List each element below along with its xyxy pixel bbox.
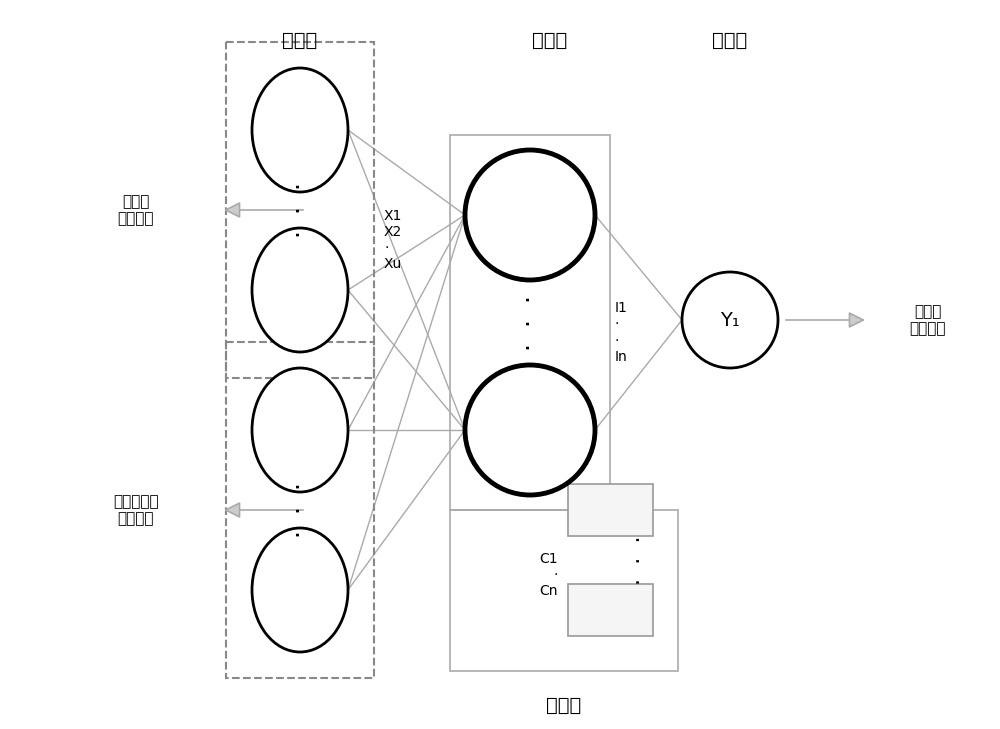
Circle shape xyxy=(465,365,595,495)
Bar xyxy=(568,584,652,636)
Bar xyxy=(226,42,374,378)
Text: 前一周光伏
发电功率: 前一周光伏 发电功率 xyxy=(113,494,159,526)
Ellipse shape xyxy=(252,368,348,492)
Bar xyxy=(450,135,610,510)
Text: ·  ·  ·: · · · xyxy=(288,182,312,238)
Text: ·  ·  ·: · · · xyxy=(630,535,650,585)
Text: Y₁: Y₁ xyxy=(720,311,740,330)
Bar xyxy=(568,484,652,536)
Text: 输出层: 输出层 xyxy=(712,31,748,50)
Bar xyxy=(450,510,678,671)
Ellipse shape xyxy=(252,68,348,192)
Bar xyxy=(226,342,374,678)
Text: 承接层: 承接层 xyxy=(546,696,581,715)
Text: 预测日
光伏功率: 预测日 光伏功率 xyxy=(910,304,946,336)
Text: 隐含层: 隐含层 xyxy=(532,31,568,50)
Text: X1
X2
·
Xu: X1 X2 · Xu xyxy=(384,208,402,271)
Ellipse shape xyxy=(252,528,348,652)
Text: ·  ·  ·: · · · xyxy=(518,295,542,351)
Circle shape xyxy=(465,150,595,280)
Circle shape xyxy=(682,272,778,368)
Text: 预测日
气象参数: 预测日 气象参数 xyxy=(118,194,154,226)
Text: C1
·
Cn: C1 · Cn xyxy=(539,552,558,599)
Ellipse shape xyxy=(252,228,348,352)
Text: 输入层: 输入层 xyxy=(282,31,318,50)
Text: ·  ·  ·: · · · xyxy=(288,482,312,538)
Text: I1
·
·
In: I1 · · In xyxy=(615,301,628,364)
